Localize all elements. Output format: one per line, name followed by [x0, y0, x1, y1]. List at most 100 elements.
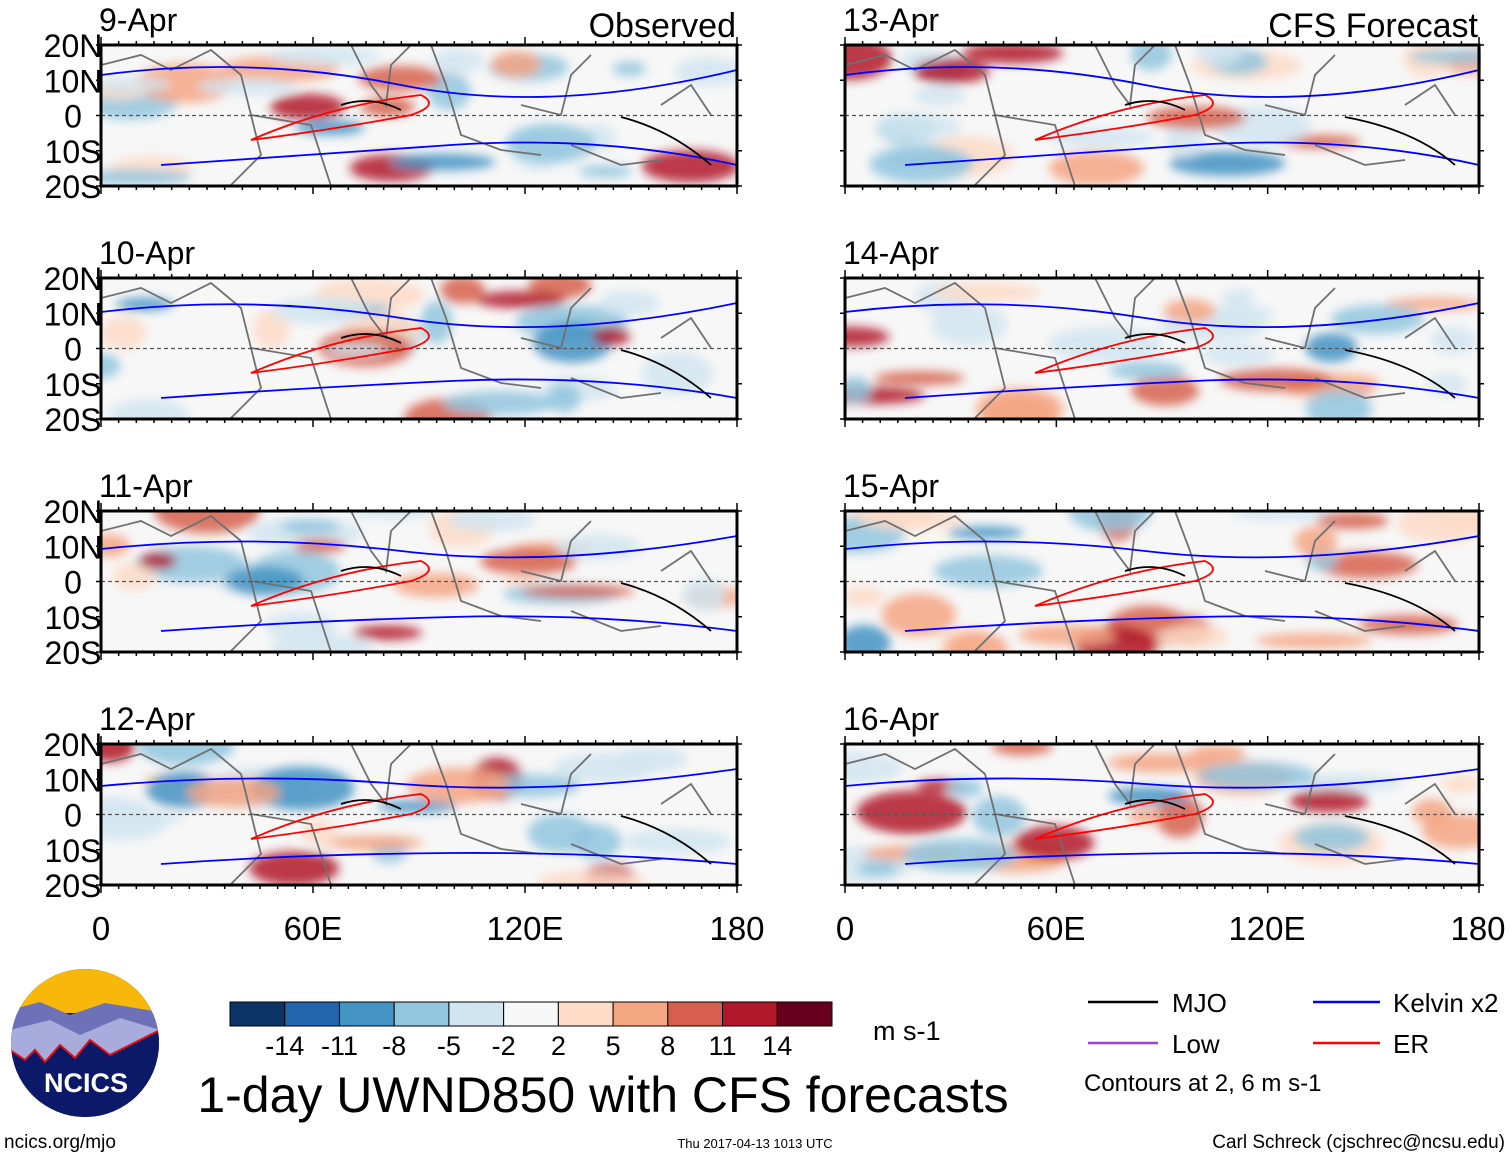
legend-label-low: Low	[1172, 1029, 1220, 1059]
er-contour	[1034, 560, 1214, 607]
colorbar-swatch	[284, 1001, 340, 1027]
colorbar-swatch	[557, 1001, 614, 1027]
mjo-contour	[1124, 799, 1456, 865]
lat-tick: 20S	[45, 635, 102, 671]
kelvin-contour	[845, 768, 1480, 865]
mjo-contour	[1124, 333, 1456, 399]
footer-timestamp: Thu 2017-04-13 1013 UTC	[677, 1136, 832, 1151]
colorbar-swatch	[448, 1001, 505, 1027]
lat-tick: 20S	[45, 402, 102, 438]
observed-label: Observed	[589, 7, 736, 45]
map-panel: 14-Apr	[840, 235, 1484, 427]
colorbar-swatch	[612, 1001, 669, 1027]
lon-tick: 120E	[486, 910, 563, 947]
wind-shading	[101, 511, 737, 652]
colorbar-swatch	[338, 1001, 395, 1027]
forecast-label: CFS Forecast	[1268, 7, 1478, 45]
kelvin-contour	[845, 535, 1480, 632]
panel-date: 15-Apr	[843, 468, 939, 504]
colorbar-label: -11	[321, 1031, 358, 1061]
map-panel: 15-Apr	[840, 468, 1484, 660]
colorbar-swatch	[722, 1001, 778, 1027]
lat-tick: 20S	[45, 169, 102, 205]
lat-tick: 20N	[44, 727, 103, 763]
er-contour	[1034, 94, 1214, 141]
wind-shading	[845, 511, 1481, 652]
mjo-contour	[340, 799, 712, 865]
colorbar-swatch	[229, 1001, 286, 1027]
footer-credit: Carl Schreck (cjschrec@ncsu.edu)	[1212, 1132, 1505, 1153]
colorbar-swatch	[776, 1001, 833, 1027]
wind-shading	[101, 46, 737, 186]
legend: MJO Kelvin x2 Low ER Contours at 2, 6 m …	[1084, 988, 1499, 1097]
lat-tick: 10S	[45, 833, 102, 869]
colorbar-label: 11	[709, 1031, 737, 1061]
coastlines	[845, 511, 1456, 652]
er-contour	[250, 560, 430, 607]
lat-tick: 0	[64, 565, 82, 601]
lon-tick: 0	[92, 910, 110, 947]
mjo-contour	[340, 566, 712, 632]
lat-tick: 0	[64, 99, 82, 135]
lat-tick: 20S	[45, 868, 102, 904]
panel-date: 14-Apr	[843, 235, 939, 271]
er-contour	[1034, 793, 1214, 840]
lat-tick: 20N	[44, 494, 103, 530]
lat-tick: 10S	[45, 134, 102, 170]
lat-tick: 0	[64, 332, 82, 368]
legend-label-er: ER	[1393, 1029, 1429, 1059]
footer-url[interactable]: ncics.org/mjo	[4, 1132, 116, 1153]
lon-tick: 180	[709, 910, 764, 947]
coastlines	[845, 278, 1456, 419]
kelvin-contour	[845, 302, 1480, 399]
colorbar-label: 2	[551, 1031, 566, 1061]
colorbar-label: 14	[762, 1031, 792, 1061]
lon-tick: 60E	[284, 910, 343, 947]
er-contour	[250, 793, 430, 840]
map-panel: 16-Apr	[840, 701, 1484, 893]
coastlines	[845, 744, 1456, 885]
kelvin-contour	[101, 66, 737, 166]
lat-tick: 10S	[45, 600, 102, 636]
panel-date: 11-Apr	[99, 468, 193, 504]
mjo-contour	[340, 333, 712, 399]
panel-date: 12-Apr	[99, 701, 195, 737]
kelvin-contour	[845, 66, 1480, 166]
wind-shading	[101, 744, 732, 885]
legend-label-kelvin: Kelvin x2	[1393, 988, 1499, 1018]
figure-title: 1-day UWND850 with CFS forecasts	[197, 1067, 1008, 1123]
panel-date: 10-Apr	[99, 235, 195, 271]
lon-tick: 180	[1450, 910, 1505, 947]
mjo-contour	[1124, 100, 1456, 166]
lat-tick: 10N	[44, 529, 103, 565]
mjo-contour	[1124, 566, 1456, 632]
legend-label-mjo: MJO	[1172, 988, 1227, 1018]
lon-axis-right: 0 60E 120E 180	[836, 910, 1506, 947]
lat-tick: 0	[64, 798, 82, 834]
kelvin-contour	[101, 302, 737, 399]
logo-text: NCICS	[44, 1068, 128, 1098]
lon-tick: 0	[836, 910, 854, 947]
contour-note: Contours at 2, 6 m s-1	[1084, 1070, 1321, 1097]
colorbar-units: m s-1	[873, 1016, 941, 1046]
coastlines	[845, 45, 1456, 186]
kelvin-contour	[101, 768, 737, 865]
colorbar-label: -2	[492, 1031, 516, 1061]
lat-tick: 10N	[44, 296, 103, 332]
panel-date: 9-Apr	[99, 2, 178, 38]
ncics-logo: NCICS	[11, 969, 159, 1117]
panel-date: 13-Apr	[843, 2, 939, 38]
colorbar-label: -14	[265, 1031, 304, 1061]
map-panel: 13-Apr	[840, 2, 1484, 194]
lat-tick: 20N	[44, 261, 103, 297]
er-contour	[1034, 327, 1214, 374]
panel-date: 16-Apr	[843, 701, 939, 737]
lat-tick: 10S	[45, 367, 102, 403]
lat-tick: 10N	[44, 63, 103, 99]
colorbar-label: -8	[382, 1031, 406, 1061]
